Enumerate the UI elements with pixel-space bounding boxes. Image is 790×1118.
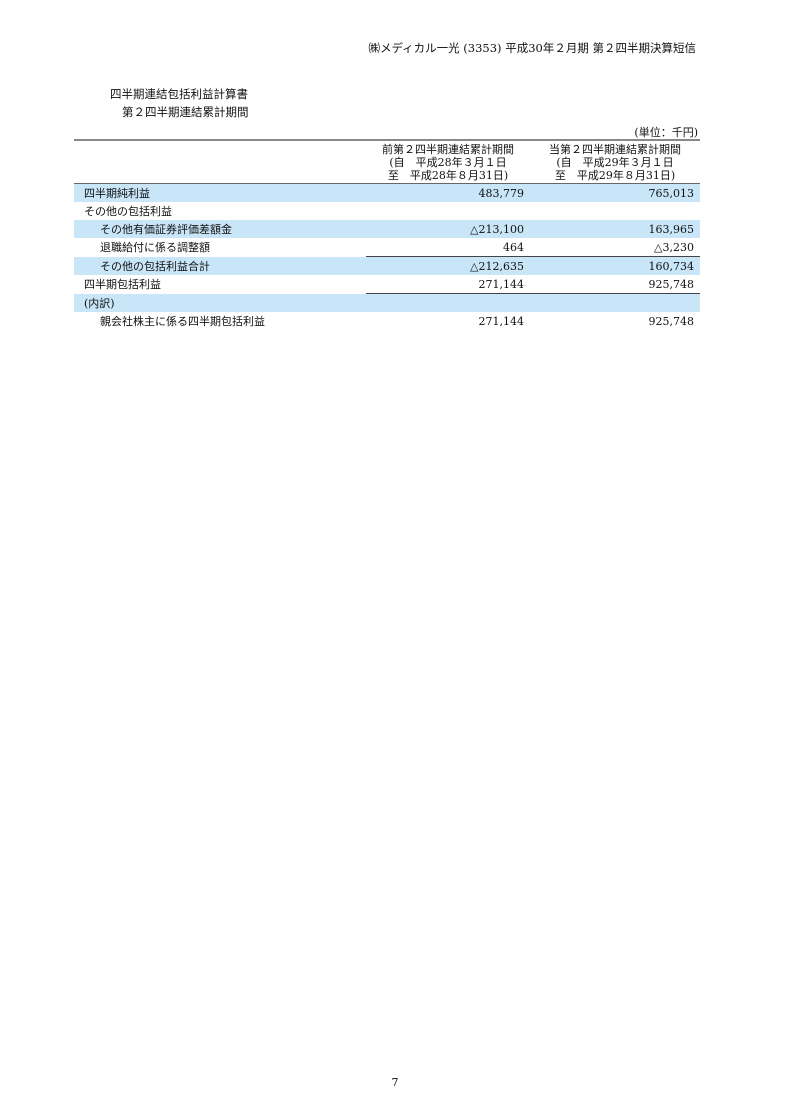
prev-value: 271,144 <box>366 275 530 294</box>
row-label: その他の包括利益 <box>84 205 172 218</box>
row-label: 四半期包括利益 <box>84 278 161 292</box>
prev-value <box>366 293 530 312</box>
table-row: 親会社株主に係る四半期包括利益 271,144 925,748 <box>74 312 700 330</box>
curr-period-title: 当第２四半期連結累計期間 <box>549 143 681 156</box>
header-label-cell <box>74 139 366 184</box>
prev-period-from: (自 平成28年３月１日 <box>389 156 507 169</box>
curr-value <box>530 293 700 312</box>
header-prev-period: 前第２四半期連結累計期間 (自 平成28年３月１日 至 平成28年８月31日) <box>366 139 530 184</box>
prev-value: 271,144 <box>478 314 525 328</box>
prev-value: △213,100 <box>366 220 530 238</box>
table-row: 四半期純利益 483,779 765,013 <box>74 183 700 202</box>
curr-value: 765,013 <box>530 183 700 202</box>
statement-title: 四半期連結包括利益計算書 <box>110 87 248 101</box>
unit-label: (単位：千円) <box>634 126 698 139</box>
table-row: 四半期包括利益 271,144 925,748 <box>74 275 700 294</box>
page-number: 7 <box>391 1076 399 1089</box>
curr-value: 925,748 <box>530 275 700 294</box>
prev-period-title: 前第２四半期連結累計期間 <box>382 143 514 156</box>
row-label: その他有価証券評価差額金 <box>74 220 366 238</box>
comprehensive-income-table: 前第２四半期連結累計期間 (自 平成28年３月１日 至 平成28年８月31日) … <box>74 139 700 330</box>
prev-value: 483,779 <box>366 183 530 202</box>
statement-subtitle: 第２四半期連結累計期間 <box>122 105 249 119</box>
header-curr-period: 当第２四半期連結累計期間 (自 平成29年３月１日 至 平成29年８月31日) <box>530 139 700 184</box>
curr-value: △3,230 <box>654 240 694 254</box>
table-row: (内訳) <box>74 293 700 312</box>
row-label: 退職給付に係る調整額 <box>100 241 210 255</box>
curr-value: 925,748 <box>648 314 695 328</box>
row-label: その他の包括利益合計 <box>74 256 366 275</box>
table-header-row: 前第２四半期連結累計期間 (自 平成28年３月１日 至 平成28年８月31日) … <box>74 139 700 184</box>
table-row: その他の包括利益 <box>74 202 700 220</box>
prev-value: 464 <box>503 240 524 254</box>
row-label: 四半期純利益 <box>74 183 366 202</box>
curr-value: 160,734 <box>530 256 700 275</box>
table-row: その他の包括利益合計 △212,635 160,734 <box>74 256 700 275</box>
table-row: その他有価証券評価差額金 △213,100 163,965 <box>74 220 700 238</box>
curr-period-to: 至 平成29年８月31日) <box>554 169 676 182</box>
prev-value <box>366 202 530 220</box>
curr-value <box>530 202 700 220</box>
prev-value: △212,635 <box>366 256 530 275</box>
curr-value: 163,965 <box>530 220 700 238</box>
prev-period-to: 至 平成28年８月31日) <box>387 169 509 182</box>
table-row: 退職給付に係る調整額 464 △3,230 <box>74 238 700 257</box>
row-label: 親会社株主に係る四半期包括利益 <box>100 315 265 328</box>
row-label: (内訳) <box>74 293 366 312</box>
running-header: ㈱メディカル一光 (3353) 平成30年２月期 第２四半期決算短信 <box>368 41 696 55</box>
curr-period-from: (自 平成29年３月１日 <box>556 156 674 169</box>
